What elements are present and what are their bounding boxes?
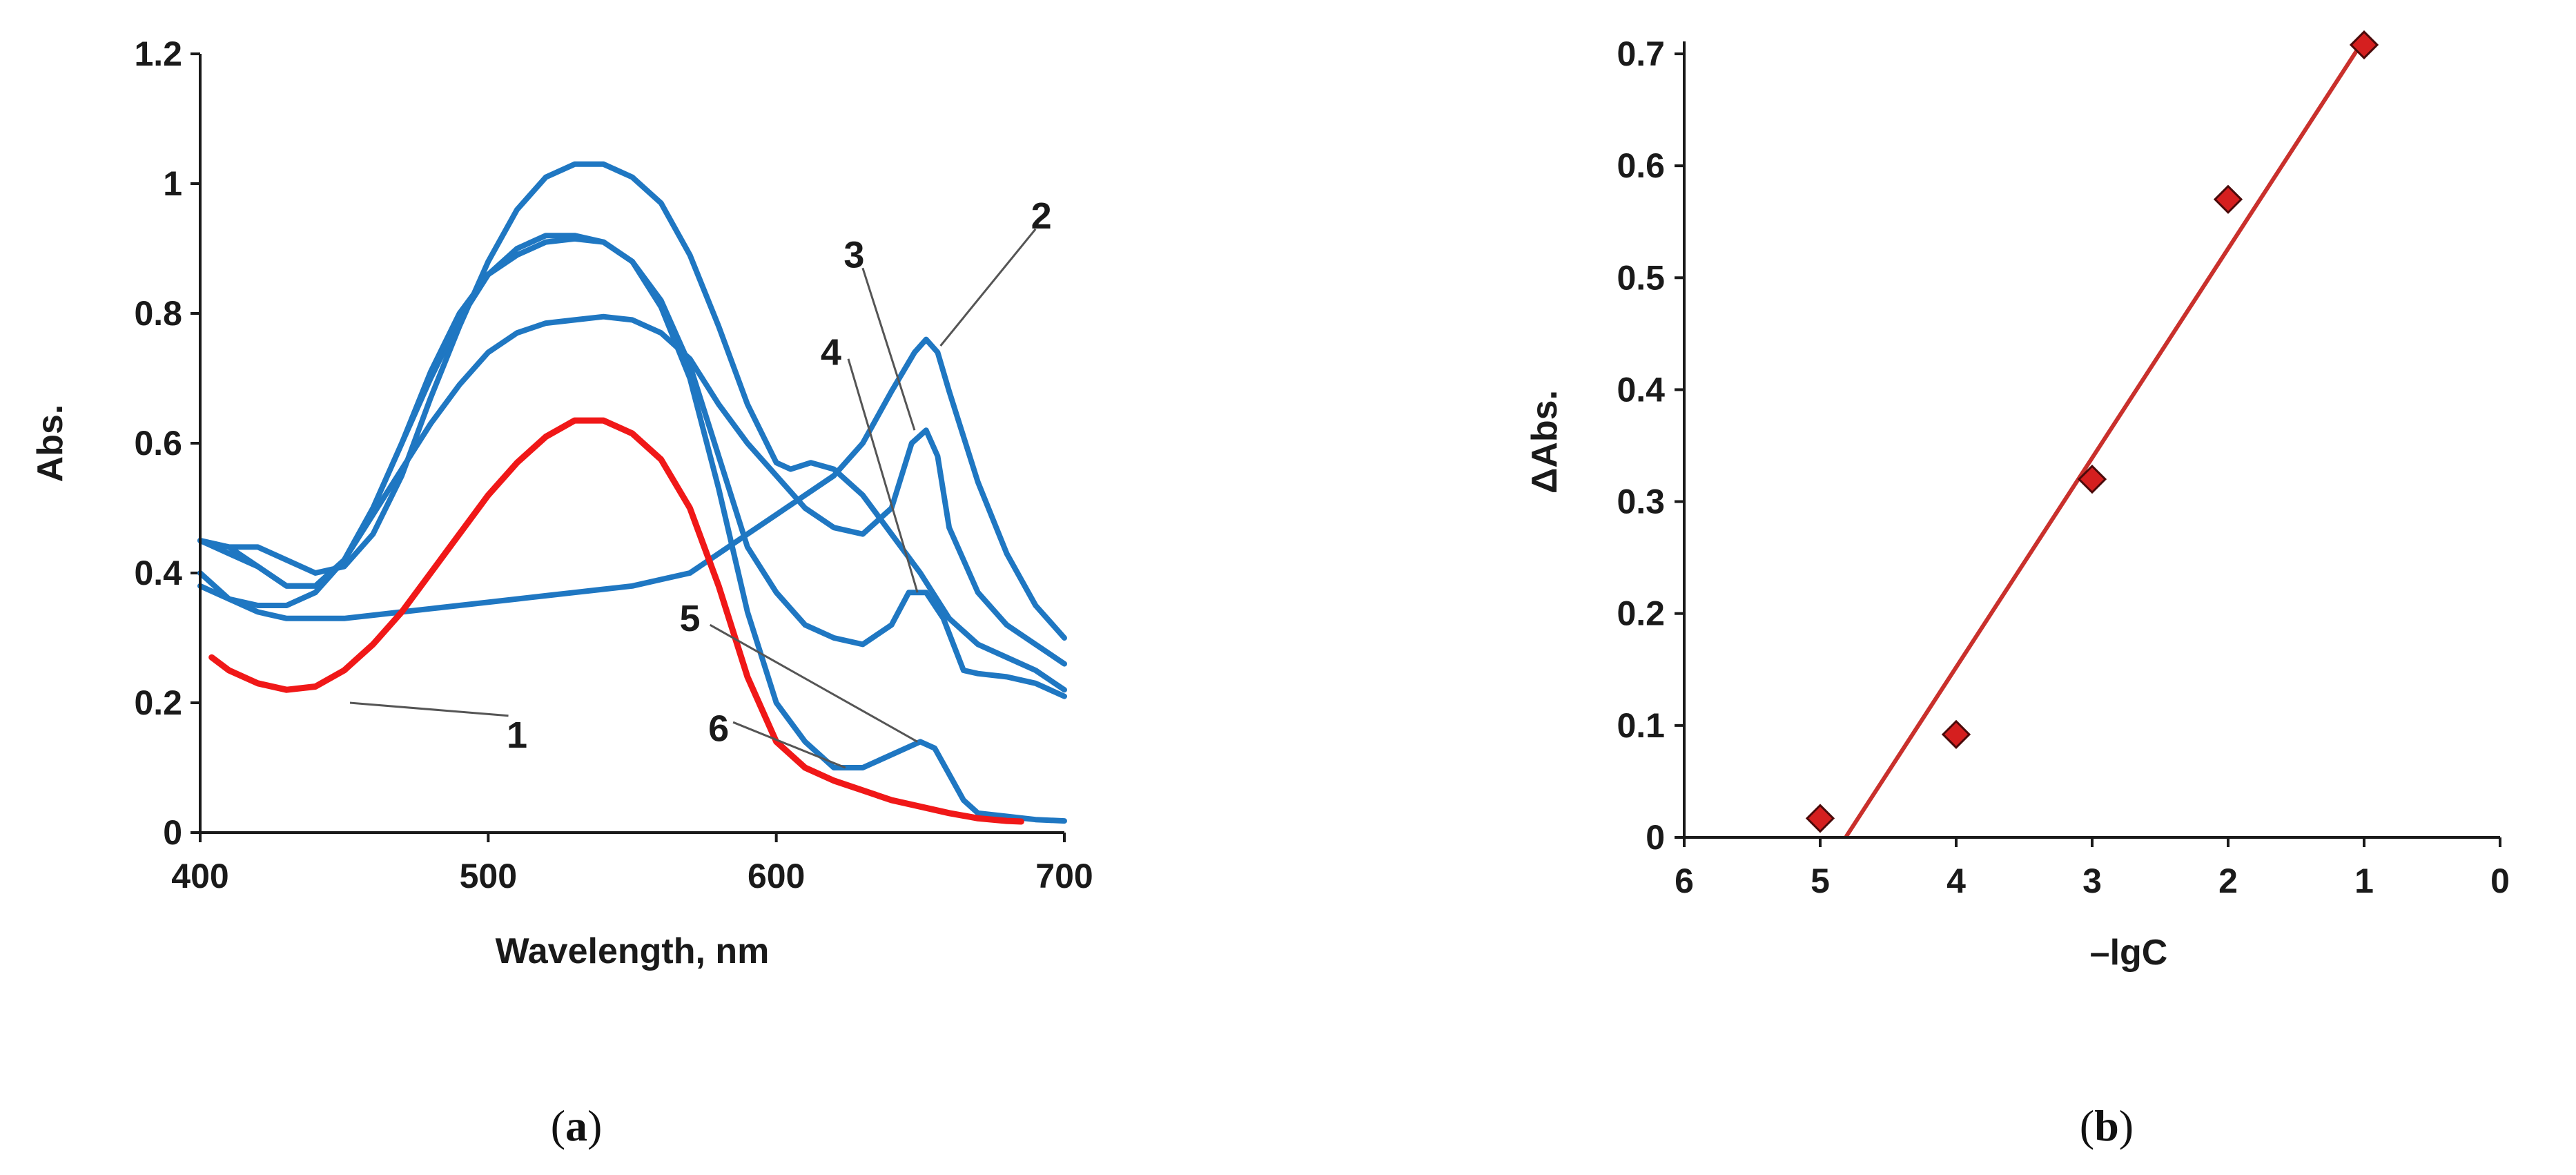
chart-b-panel-label: (b) bbox=[2080, 1101, 2134, 1150]
chart-b-fit-group bbox=[1844, 42, 2363, 838]
chart-b-y-tick-label: 0.3 bbox=[1617, 483, 1665, 521]
chart-a-annotation-leader bbox=[861, 267, 916, 431]
chart-b-x-tick-label: 2 bbox=[2218, 862, 2238, 900]
chart-b-data-point bbox=[2077, 465, 2107, 494]
chart-panel-a: 0 0.2 0.4 0.6 0.8 1 1.2 400 500 600 700 1 2 3 4 5 6 Wav… bbox=[30, 35, 1093, 1150]
chart-a-panel-label-letter: a bbox=[565, 1101, 587, 1150]
chart-a-series-line-4 bbox=[197, 161, 1067, 693]
chart-a-annotation-label: 1 bbox=[507, 715, 527, 756]
chart-a-series-line-5 bbox=[197, 233, 1067, 699]
chart-b-y-tick-label: 0.7 bbox=[1617, 35, 1665, 73]
chart-a-x-tick-label: 400 bbox=[171, 857, 228, 895]
chart-a-annotation-label: 5 bbox=[679, 598, 700, 639]
chart-panel-b: 0 0.1 0.2 0.3 0.4 0.5 0.6 0.7 6 5 4 3 2 1 0 –lgC ΔAbs.… bbox=[1525, 30, 2510, 1150]
chart-b-y-tick-label: 0.1 bbox=[1617, 706, 1665, 745]
chart-a-panel-label-close: ) bbox=[587, 1101, 602, 1150]
chart-b-ticks: 0 0.1 0.2 0.3 0.4 0.5 0.6 0.7 6 5 4 3 2 1 0 bbox=[1617, 35, 2509, 900]
chart-b-y-tick-label: 0.5 bbox=[1617, 258, 1665, 297]
chart-b-points-group bbox=[1805, 30, 2379, 833]
chart-a-series-line-6 bbox=[197, 235, 1067, 824]
chart-a-y-axis-label: Abs. bbox=[30, 405, 70, 483]
chart-b-panel-label-letter: b bbox=[2094, 1101, 2119, 1150]
chart-b-x-tick-label: 3 bbox=[2082, 862, 2102, 900]
chart-b-x-tick-label: 4 bbox=[1946, 862, 1966, 900]
chart-a-y-tick-label: 0 bbox=[163, 813, 182, 852]
chart-b-x-tick-label: 0 bbox=[2490, 862, 2510, 900]
chart-a-annotation-label: 2 bbox=[1031, 195, 1052, 237]
chart-a-annotation-leader bbox=[709, 623, 918, 743]
chart-b-data-point bbox=[1941, 719, 1971, 749]
chart-b-y-tick-label: 0.2 bbox=[1617, 594, 1665, 633]
chart-a-x-axis-label: Wavelength, nm bbox=[496, 931, 770, 971]
chart-a-annotation-label: 6 bbox=[708, 708, 729, 750]
chart-b-panel-label-close: ) bbox=[2119, 1101, 2134, 1150]
chart-b-x-tick-label: 1 bbox=[2354, 862, 2374, 900]
chart-a-annotation-leader bbox=[349, 701, 509, 717]
chart-a-x-tick-label: 500 bbox=[460, 857, 517, 895]
chart-b-y-axis-label: ΔAbs. bbox=[1525, 390, 1565, 494]
chart-b-x-tick-label: 5 bbox=[1811, 862, 1830, 900]
chart-b-data-point bbox=[1805, 804, 1835, 833]
chart-a-x-tick-label: 700 bbox=[1035, 857, 1093, 895]
chart-b-data-point bbox=[2213, 184, 2243, 214]
chart-a-annotation-label: 3 bbox=[843, 234, 864, 275]
chart-a-series-group bbox=[197, 161, 1067, 825]
chart-b-y-tick-label: 0 bbox=[1646, 818, 1665, 857]
chart-a-series-line-3 bbox=[197, 313, 1067, 667]
chart-a-y-tick-label: 1 bbox=[163, 164, 182, 203]
chart-b-data-point bbox=[2349, 30, 2379, 60]
chart-a-panel-label-open: ( bbox=[551, 1101, 565, 1150]
chart-a-panel-label: (a) bbox=[551, 1101, 603, 1150]
chart-a-y-tick-label: 0.8 bbox=[134, 294, 182, 333]
chart-a-y-tick-label: 0.2 bbox=[134, 683, 182, 722]
chart-b-x-tick-label: 6 bbox=[1675, 862, 1694, 900]
chart-b-y-tick-label: 0.6 bbox=[1617, 146, 1665, 185]
chart-a-annotation-label: 4 bbox=[821, 331, 841, 373]
chart-a-ticks: 0 0.2 0.4 0.6 0.8 1 1.2 400 500 600 700 bbox=[134, 35, 1093, 895]
chart-b-fit-line bbox=[1844, 42, 2363, 838]
chart-b-x-axis-label: –lgC bbox=[2090, 933, 2168, 973]
chart-a-series-line-2 bbox=[197, 336, 1067, 641]
chart-a-annotation-leader bbox=[847, 358, 919, 593]
chart-a-y-tick-label: 0.4 bbox=[134, 554, 182, 592]
chart-b-panel-label-open: ( bbox=[2080, 1101, 2094, 1150]
chart-a-y-tick-label: 0.6 bbox=[134, 424, 182, 463]
chart-a-series-line-1 bbox=[208, 417, 1024, 825]
chart-a-annotation-leader bbox=[939, 228, 1037, 347]
chart-a-annotations: 1 2 3 4 5 6 bbox=[349, 195, 1052, 769]
chart-a-x-tick-label: 600 bbox=[748, 857, 805, 895]
chart-b-y-tick-label: 0.4 bbox=[1617, 370, 1665, 409]
chart-a-y-tick-label: 1.2 bbox=[134, 35, 182, 73]
chart-a-annotation-leader bbox=[732, 721, 846, 769]
